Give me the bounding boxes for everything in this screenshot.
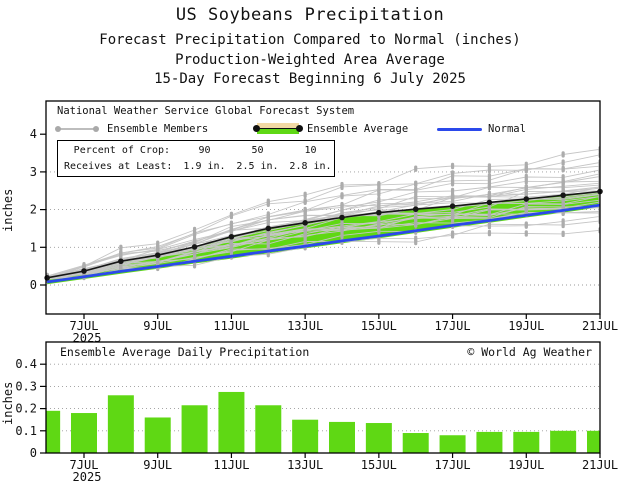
- stats-row1-value: 10: [284, 143, 337, 159]
- svg-text:15JUL: 15JUL: [361, 458, 397, 472]
- svg-text:0.4: 0.4: [15, 357, 37, 371]
- legend-label-ensemble-average: Ensemble Average: [307, 123, 408, 135]
- legend-label-normal: Normal: [488, 123, 526, 135]
- ensemble-average-swatch: [255, 123, 301, 134]
- page-subtitle-1: Forecast Precipitation Compared to Norma…: [0, 32, 620, 48]
- percent-of-crop-stats-box: Percent of Crop: 90 50 10 Receives at Le…: [57, 140, 335, 177]
- svg-text:19JUL: 19JUL: [508, 458, 544, 472]
- y-axis-label-bottom-chart: inches: [1, 363, 15, 443]
- svg-text:17JUL: 17JUL: [435, 319, 471, 333]
- svg-text:9JUL: 9JUL: [143, 319, 172, 333]
- svg-text:3: 3: [30, 165, 37, 179]
- svg-text:19JUL: 19JUL: [508, 319, 544, 333]
- weather-chart-page: 012347JUL20259JUL11JUL13JUL15JUL17JUL19J…: [0, 0, 620, 488]
- legend-header: National Weather Service Global Forecast…: [57, 105, 354, 117]
- svg-text:0: 0: [30, 446, 37, 460]
- svg-text:11JUL: 11JUL: [213, 458, 249, 472]
- average-dot-icon: [253, 125, 260, 132]
- normal-line-swatch: [437, 128, 482, 132]
- svg-text:2: 2: [30, 203, 37, 217]
- svg-text:9JUL: 9JUL: [143, 458, 172, 472]
- average-line-icon: [255, 128, 301, 130]
- copyright-label: © World Ag Weather: [467, 345, 592, 359]
- svg-text:2025: 2025: [73, 331, 102, 345]
- svg-text:13JUL: 13JUL: [287, 458, 323, 472]
- svg-text:15JUL: 15JUL: [361, 319, 397, 333]
- average-dot-icon: [296, 125, 303, 132]
- bottom-chart-title: Ensemble Average Daily Precipitation: [60, 345, 309, 359]
- stats-row2-value: 2.8 in.: [284, 159, 337, 175]
- svg-text:1: 1: [30, 240, 37, 254]
- ensemble-members-dot-icon: [55, 126, 61, 132]
- svg-text:17JUL: 17JUL: [435, 458, 471, 472]
- svg-text:4: 4: [30, 127, 37, 141]
- svg-text:21JUL: 21JUL: [582, 458, 618, 472]
- stats-row2-value: 2.5 in.: [231, 159, 284, 175]
- y-axis-label-top-chart: inches: [1, 170, 15, 250]
- page-subtitle-3: 15-Day Forecast Beginning 6 July 2025: [0, 71, 620, 87]
- stats-row1-value: 50: [231, 143, 284, 159]
- svg-text:11JUL: 11JUL: [213, 319, 249, 333]
- svg-text:0.2: 0.2: [15, 402, 37, 416]
- legend-label-ensemble-members: Ensemble Members: [107, 123, 208, 135]
- svg-text:13JUL: 13JUL: [287, 319, 323, 333]
- ensemble-members-swatch: [58, 128, 96, 130]
- svg-text:0: 0: [30, 278, 37, 292]
- page-title: US Soybeans Precipitation: [0, 5, 620, 25]
- svg-text:2025: 2025: [73, 470, 102, 484]
- stats-row2-label: Receives at Least:: [64, 159, 170, 175]
- stats-row1-value: 90: [178, 143, 231, 159]
- above-normal-band-icon: [257, 129, 299, 134]
- ensemble-members-dot-icon: [93, 126, 99, 132]
- svg-text:0.3: 0.3: [15, 379, 37, 393]
- page-subtitle-2: Production-Weighted Area Average: [0, 52, 620, 68]
- stats-row2-value: 1.9 in.: [178, 159, 231, 175]
- svg-text:21JUL: 21JUL: [582, 319, 618, 333]
- svg-text:0.1: 0.1: [15, 424, 37, 438]
- stats-row1-label: Percent of Crop:: [64, 143, 170, 159]
